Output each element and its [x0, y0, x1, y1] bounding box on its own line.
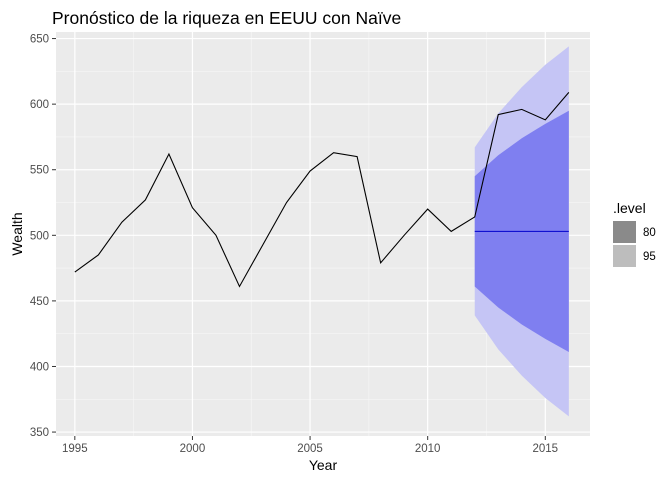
y-tick-label: 500: [30, 230, 49, 242]
series-line-0: [74, 91, 570, 288]
x-axis-title: Year: [309, 457, 338, 473]
y-tick-label: 350: [30, 427, 49, 439]
x-tick-label: 1995: [62, 443, 88, 455]
y-tick-label: 550: [30, 165, 49, 177]
legend-title: .level: [613, 200, 646, 216]
legend-swatch-80: [613, 221, 636, 243]
y-axis: 350 400 450 500 550 600 650: [30, 34, 56, 439]
chart-title: Pronóstico de la riqueza en EEUU con Naï…: [52, 8, 401, 28]
y-tick-label: 450: [30, 296, 49, 308]
x-tick-label: 2015: [533, 443, 559, 455]
legend: .level 80 95: [613, 200, 656, 267]
x-tick-label: 2005: [297, 443, 323, 455]
legend-swatch-95: [613, 245, 636, 267]
x-tick-label: 2000: [180, 443, 206, 455]
legend-label-80: 80: [643, 227, 656, 239]
x-axis: 1995 2000 2005 2010 2015: [62, 436, 558, 455]
series-lines: [74, 91, 570, 288]
y-tick-label: 650: [30, 34, 49, 46]
y-axis-title: Wealth: [9, 212, 25, 255]
legend-label-95: 95: [643, 251, 656, 263]
y-tick-label: 400: [30, 361, 49, 373]
x-tick-label: 2010: [415, 443, 441, 455]
y-tick-label: 600: [30, 99, 49, 111]
